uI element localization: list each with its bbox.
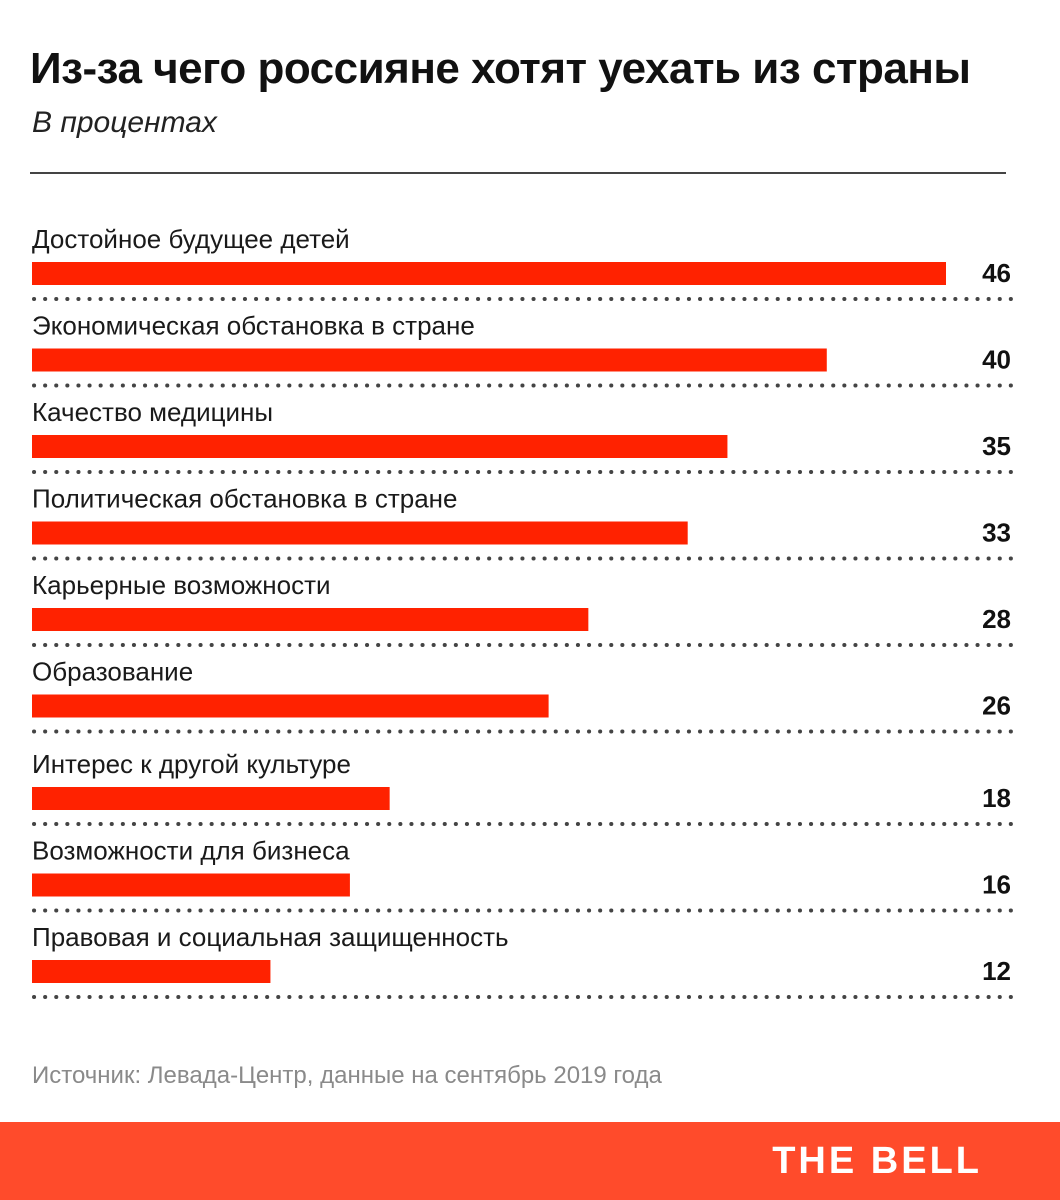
title-divider — [30, 172, 1006, 174]
category-label: Правовая и социальная защищенность — [32, 922, 509, 952]
bar — [32, 521, 688, 545]
brand-logo: THE BELL — [772, 1140, 982, 1182]
category-label: Карьерные возможности — [32, 570, 331, 600]
category-label: Образование — [32, 657, 193, 687]
category-label: Интерес к другой культуре — [32, 749, 351, 779]
bar — [32, 873, 350, 897]
category-label: Возможности для бизнеса — [32, 836, 350, 866]
source-note: Источник: Левада-Центр, данные на сентяб… — [32, 1062, 662, 1089]
bar — [32, 262, 946, 285]
category-label: Качество медицины — [32, 397, 273, 427]
footer-band: THE BELL — [0, 1122, 1060, 1200]
chart-subtitle: В процентах — [32, 106, 217, 139]
value-label: 35 — [982, 431, 1011, 461]
category-label: Политическая обстановка в стране — [32, 484, 458, 514]
value-label: 33 — [982, 518, 1011, 548]
chart-title: Из-за чего россияне хотят уехать из стра… — [30, 44, 971, 93]
value-label: 26 — [982, 691, 1011, 721]
category-label: Экономическая обстановка в стране — [32, 311, 475, 341]
value-label: 28 — [982, 604, 1011, 634]
value-label: 40 — [982, 345, 1011, 375]
bar — [32, 787, 390, 810]
bar — [32, 348, 827, 372]
value-label: 46 — [982, 258, 1011, 288]
bar — [32, 694, 549, 718]
bar — [32, 435, 728, 458]
value-label: 12 — [982, 956, 1011, 986]
bar-chart: Достойное будущее детей 46 Экономическая о… — [32, 224, 1013, 999]
bar — [32, 608, 589, 631]
bar — [32, 960, 271, 983]
value-label: 16 — [982, 870, 1011, 900]
value-label: 18 — [982, 783, 1011, 813]
category-label: Достойное будущее детей — [32, 224, 350, 254]
